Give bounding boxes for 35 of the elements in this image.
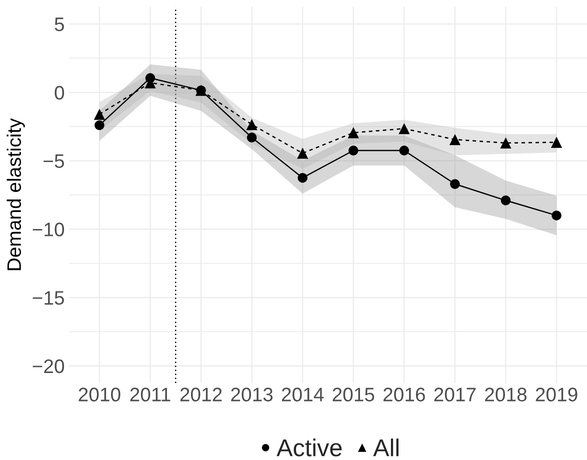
point (500, 137, 512, 149)
point (298, 172, 308, 183)
point (398, 123, 410, 134)
point (449, 134, 461, 146)
x-tick-label: 2010 (78, 388, 120, 402)
x-tick-label: 2016 (384, 388, 425, 402)
y-tick-label: 0 (54, 86, 64, 100)
x-tick-label: 2012 (180, 388, 222, 402)
x-tick-label: 2014 (282, 388, 324, 402)
y-tick-label: −15 (32, 291, 64, 305)
point (246, 118, 258, 130)
point (550, 136, 562, 148)
point (450, 179, 460, 189)
point (348, 146, 358, 156)
x-tick-label: 2017 (434, 388, 476, 402)
legend-label: Active (276, 438, 342, 456)
point (399, 146, 410, 156)
x-tick-label: 2019 (536, 388, 578, 402)
y-tick-label: −20 (32, 359, 64, 374)
x-tick-label: 2018 (485, 388, 527, 402)
legend-label: All (373, 438, 398, 456)
point (348, 127, 359, 138)
point (297, 148, 308, 159)
point (246, 132, 257, 142)
y-tick-label: 5 (54, 18, 64, 32)
point (500, 196, 511, 206)
point (94, 108, 105, 120)
y-tick-label: −10 (32, 222, 64, 236)
point (552, 210, 562, 220)
y-tick-label: −5 (44, 154, 64, 168)
x-tick-label: 2015 (332, 388, 374, 402)
x-tick-label: 2011 (130, 388, 170, 402)
y-axis-title: Demand elasticity (6, 118, 25, 270)
x-tick-label: 2013 (231, 388, 273, 402)
point (94, 120, 104, 130)
